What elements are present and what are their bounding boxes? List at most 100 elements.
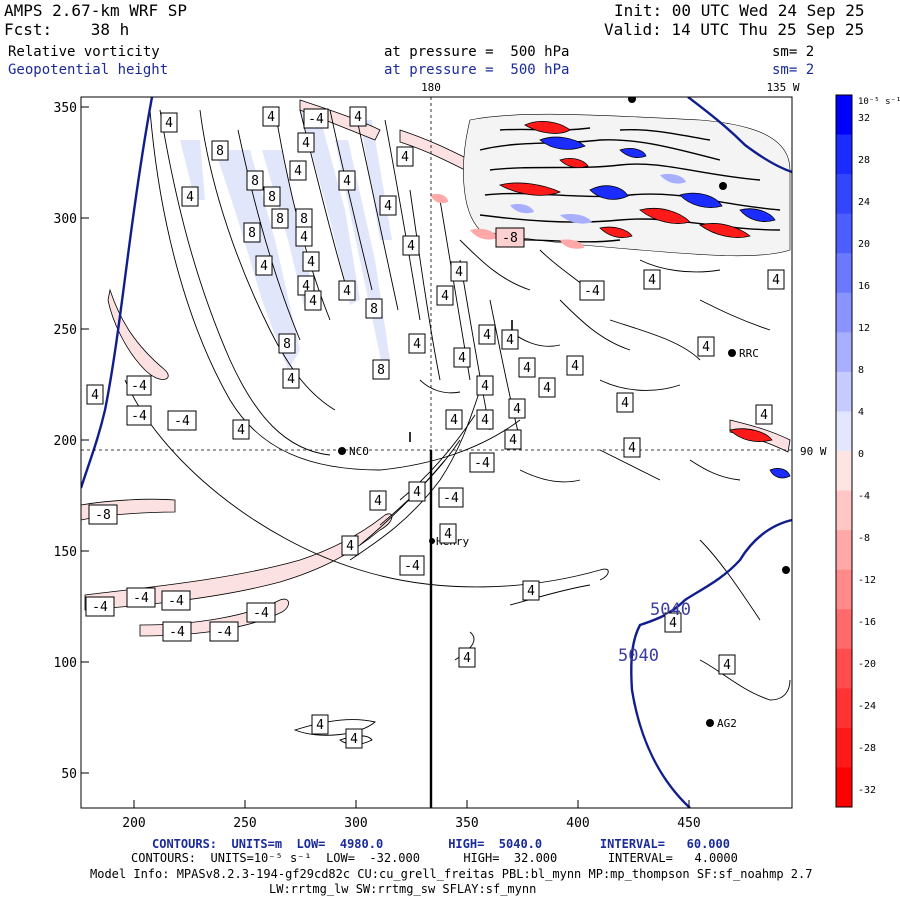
svg-text:4: 4: [302, 279, 310, 294]
lon-label-180: 180: [421, 81, 441, 94]
contour-label: 4: [643, 269, 661, 290]
svg-text:4: 4: [444, 527, 452, 542]
y-tick-label: 50: [61, 767, 77, 782]
contour-label: 4: [476, 375, 494, 396]
svg-text:4: 4: [316, 718, 324, 733]
contour-label: 4: [295, 226, 313, 247]
y-tick-labels: 350 300 250 200 150 100 50: [54, 101, 77, 782]
svg-text:4: 4: [772, 273, 780, 288]
contour-label: -4: [126, 375, 152, 396]
svg-text:4: 4: [723, 658, 731, 673]
svg-text:-4: -4: [474, 456, 490, 471]
colorbar-tick-label: 0: [858, 449, 864, 460]
contour-label: 4: [304, 290, 322, 311]
contour-label: -4: [399, 555, 425, 576]
contour-label: 4: [402, 235, 420, 256]
contour-label: 8: [295, 208, 313, 229]
contour-label: 4: [181, 186, 199, 207]
svg-text:-4: -4: [443, 491, 459, 506]
svg-text:4: 4: [401, 150, 409, 165]
svg-text:4: 4: [481, 413, 489, 428]
svg-text:4: 4: [309, 294, 317, 309]
colorbar-swatch: [836, 727, 852, 768]
contour-label: -8: [495, 227, 525, 248]
contour-label: -4: [161, 590, 191, 611]
negative-vorticity-shading: [81, 99, 791, 637]
contour-label: -4: [438, 487, 464, 508]
colorbar-tick-label: 32: [858, 113, 870, 124]
contour-label: 4: [255, 255, 273, 276]
colorbar-tick-label: 4: [858, 407, 864, 418]
contour-label: -4: [303, 108, 329, 129]
y-tick-label: 200: [54, 434, 77, 449]
contour-label: 4: [478, 324, 496, 345]
svg-text:4: 4: [343, 284, 351, 299]
y-tick-label: 250: [54, 323, 77, 338]
colorbar-tick-label: 20: [858, 239, 870, 250]
svg-text:4: 4: [628, 441, 636, 456]
contour-label: 8: [278, 333, 296, 354]
station-henry-dot: [429, 538, 435, 544]
svg-text:8: 8: [370, 302, 378, 317]
svg-text:-4: -4: [133, 591, 149, 606]
colorbar-frame: [835, 94, 853, 808]
contour-label: -4: [162, 621, 192, 642]
contour-label: 8: [246, 170, 264, 191]
svg-text:4: 4: [571, 359, 579, 374]
colorbar-tick-label: 16: [858, 281, 870, 292]
contour-label: 4: [518, 357, 536, 378]
axis-ticks: [81, 106, 690, 808]
y-tick-label: 150: [54, 545, 77, 560]
contour-label: -4: [209, 621, 239, 642]
x-tick-label: 400: [566, 816, 589, 831]
svg-text:4: 4: [346, 539, 354, 554]
colorbar-swatch: [836, 530, 852, 571]
contour-label: 8: [271, 208, 289, 229]
svg-text:4: 4: [506, 333, 514, 348]
svg-text:4: 4: [441, 289, 449, 304]
svg-text:-4: -4: [169, 625, 185, 640]
station-nco-dot: [338, 447, 346, 455]
contour-label: -4: [579, 280, 605, 301]
svg-text:4: 4: [165, 116, 173, 131]
x-tick-label: 450: [677, 816, 700, 831]
contour-label: 8: [365, 298, 383, 319]
contour-label: 4: [476, 409, 494, 430]
svg-text:4: 4: [527, 584, 535, 599]
contour-label: -4: [126, 405, 152, 426]
x-tick-label: 200: [122, 816, 145, 831]
colorbar-tick-label: -4: [858, 491, 870, 502]
svg-text:-4: -4: [131, 409, 147, 424]
forecast-hour: Fcst: 38 h: [4, 20, 130, 39]
x-tick-label: 350: [455, 816, 478, 831]
svg-text:8: 8: [377, 363, 385, 378]
svg-text:4: 4: [294, 164, 302, 179]
x-tick-labels: 200 250 300 350 400 450: [122, 816, 700, 831]
colorbar: 10⁻⁵ s⁻¹ 32 28 24 20 16 12 8 4 0 -4 -8 -12 -16 -20 -24…: [835, 94, 900, 808]
svg-text:4: 4: [513, 402, 521, 417]
svg-text:4: 4: [509, 433, 517, 448]
contour-label: 8: [263, 186, 281, 207]
contour-label: 4: [566, 355, 584, 376]
colorbar-tick-label: -24: [858, 701, 876, 712]
contour-label: 4: [664, 612, 682, 633]
contour-label: -4: [167, 410, 197, 431]
svg-text:4: 4: [458, 351, 466, 366]
station-unnamed-dot-2: [628, 97, 636, 103]
contour-label: 4: [538, 377, 556, 398]
geopotential-height-contours: [81, 97, 792, 808]
contour-label: 4: [408, 481, 426, 502]
plot-frame: [80, 96, 793, 809]
contour-label: 4: [755, 404, 773, 425]
height-label-5040-b: 5040: [618, 646, 659, 666]
contour-label: 4: [501, 329, 519, 350]
station-rrc-dot: [728, 349, 736, 357]
svg-text:4: 4: [374, 494, 382, 509]
contour-label: 4: [302, 251, 320, 272]
svg-text:4: 4: [260, 259, 268, 274]
colorbar-swatch: [836, 609, 852, 650]
contour-label: 4: [445, 409, 463, 430]
svg-text:4: 4: [483, 328, 491, 343]
y-tick-label: 350: [54, 101, 77, 116]
footer-physics-info: LW:rrtmg_lw SW:rrtmg_sw SFLAY:sf_mynn: [269, 882, 537, 896]
